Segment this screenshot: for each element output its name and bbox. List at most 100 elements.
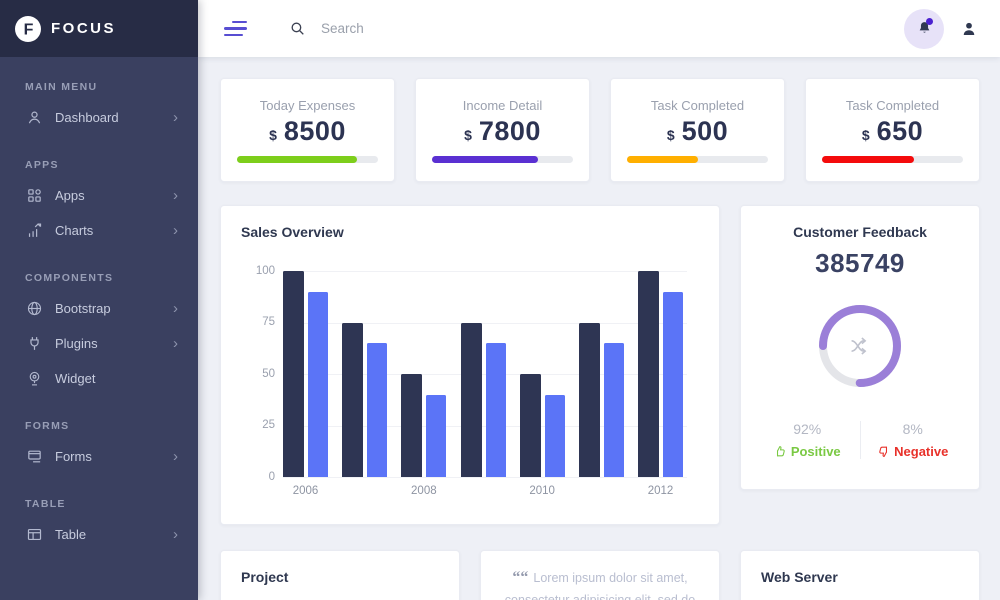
thumbs-down-icon bbox=[877, 445, 890, 458]
chart-gridline bbox=[283, 271, 687, 272]
bar-dark-2008[interactable] bbox=[401, 374, 423, 477]
bar-blue-2009[interactable] bbox=[485, 343, 506, 477]
bar-blue-2006[interactable] bbox=[308, 291, 328, 477]
bar-blue-2008[interactable] bbox=[426, 394, 447, 477]
stat-card-value: $500 bbox=[611, 116, 784, 147]
chevron-right-icon: › bbox=[173, 526, 178, 543]
positive-percent: 92% bbox=[793, 421, 822, 437]
project-card: Project bbox=[220, 550, 460, 600]
sidebar-item-apps[interactable]: Apps › bbox=[0, 178, 198, 213]
stat-card-2: Income Detail $7800 bbox=[415, 78, 590, 182]
y-axis-tick-label: 100 bbox=[255, 264, 275, 277]
sidebar-section-label: FORMS bbox=[25, 420, 70, 432]
search-icon[interactable] bbox=[289, 20, 306, 37]
bar-dark-2012[interactable] bbox=[638, 271, 659, 477]
bar-blue-2010[interactable] bbox=[544, 394, 565, 477]
currency-symbol: $ bbox=[666, 127, 675, 143]
bar-dark-2011[interactable] bbox=[578, 322, 600, 477]
chart-gridline bbox=[283, 425, 687, 427]
sidebar-item-dashboard[interactable]: Dashboard › bbox=[0, 100, 198, 135]
stat-progress-track bbox=[822, 156, 963, 163]
bar-dark-2006[interactable] bbox=[283, 271, 304, 477]
notifications-button[interactable] bbox=[904, 8, 944, 49]
x-axis-tick-label: 2010 bbox=[529, 485, 555, 497]
sidebar-section-label: COMPONENTS bbox=[25, 272, 114, 284]
hamburger-menu-icon[interactable] bbox=[224, 20, 247, 37]
quote-text: ““ Lorem ipsum dolor sit amet, consectetu… bbox=[498, 566, 702, 600]
sidebar-item-widget[interactable]: Widget bbox=[0, 361, 198, 396]
sidebar-item-label: Charts bbox=[55, 223, 94, 238]
chart-icon bbox=[25, 222, 43, 240]
y-axis-tick-label: 50 bbox=[262, 367, 275, 380]
sidebar-item-charts[interactable]: Charts › bbox=[0, 213, 198, 248]
x-axis-tick-label: 2006 bbox=[292, 485, 319, 497]
search-input[interactable] bbox=[321, 21, 641, 36]
grid-icon bbox=[25, 187, 43, 205]
webcam-icon bbox=[25, 370, 43, 388]
brand[interactable]: F FOCUS bbox=[0, 0, 198, 57]
positive-label: Positive bbox=[790, 444, 841, 459]
feedback-gauge bbox=[818, 304, 902, 388]
chevron-right-icon: › bbox=[173, 109, 178, 126]
svg-text:F: F bbox=[24, 21, 34, 38]
currency-symbol: $ bbox=[861, 127, 870, 143]
chart-gridline bbox=[283, 477, 687, 478]
feedback-stats: 92% Positive 8% bbox=[755, 421, 965, 459]
chart-gridline bbox=[283, 322, 687, 324]
feedback-total: 385749 bbox=[815, 248, 905, 278]
chart-gridline bbox=[283, 374, 687, 375]
main-area: Today Expenses $8500 Income Detail $7800 Tas… bbox=[198, 0, 1000, 600]
sales-bar-chart[interactable]: 0 25 50 75 100 2006 2008 2010 2012 bbox=[256, 265, 687, 497]
sidebar-item-label: Table bbox=[55, 527, 87, 542]
thumbs-up-icon bbox=[774, 445, 787, 458]
bar-blue-2007[interactable] bbox=[367, 343, 388, 477]
chevron-right-icon: › bbox=[173, 300, 178, 317]
bar-dark-2007[interactable] bbox=[342, 322, 364, 477]
quote-card: ““ Lorem ipsum dolor sit amet, consectetu… bbox=[480, 550, 720, 600]
bar-group-2009 bbox=[460, 271, 506, 477]
sidebar-item-table[interactable]: Table › bbox=[0, 517, 198, 552]
table-icon bbox=[25, 526, 43, 544]
chevron-right-icon: › bbox=[173, 187, 178, 204]
feedback-negative: 8% Negative bbox=[861, 421, 966, 459]
stat-card-4: Task Completed $650 bbox=[805, 78, 980, 182]
y-axis-tick-label: 75 bbox=[262, 316, 275, 328]
stat-card-title: Income Detail bbox=[462, 98, 543, 113]
currency-symbol: $ bbox=[464, 127, 472, 143]
bar-blue-2011[interactable] bbox=[603, 343, 624, 477]
sidebar-item-plugins[interactable]: Plugins › bbox=[0, 326, 198, 361]
user-profile-button[interactable] bbox=[960, 20, 978, 38]
customer-feedback-card: Customer Feedback 385749 bbox=[740, 205, 980, 490]
stat-progress-track bbox=[432, 156, 573, 163]
sidebar: F FOCUS MAIN MENU Dashboard › APPS Apps › Char… bbox=[0, 0, 198, 600]
bar-group-2010 bbox=[519, 271, 565, 477]
sidebar-item-bootstrap[interactable]: Bootstrap › bbox=[0, 291, 198, 326]
bar-blue-2012[interactable] bbox=[663, 291, 683, 477]
quote-mark-icon: ““ bbox=[512, 569, 529, 586]
bar-dark-2009[interactable] bbox=[460, 322, 482, 477]
x-axis-tick-label: 2008 bbox=[411, 485, 437, 497]
stat-card-1: Today Expenses $8500 bbox=[220, 78, 395, 182]
globe-icon bbox=[25, 300, 43, 318]
web-server-card: Web Server bbox=[740, 550, 980, 600]
stat-cards-row: Today Expenses $8500 Income Detail $7800 Tas… bbox=[220, 78, 980, 182]
stat-card-value: $650 bbox=[806, 116, 979, 147]
project-title: Project bbox=[241, 569, 289, 585]
stat-progress-track bbox=[627, 156, 768, 163]
chevron-right-icon: › bbox=[173, 448, 178, 465]
shuffle-icon bbox=[845, 331, 875, 361]
sidebar-item-label: Widget bbox=[55, 371, 96, 386]
sidebar-item-forms[interactable]: Forms › bbox=[0, 439, 198, 474]
x-axis-tick-label: 2012 bbox=[647, 485, 674, 497]
sidebar-item-label: Forms bbox=[55, 449, 92, 464]
search-box bbox=[289, 20, 904, 37]
stat-progress-fill bbox=[822, 156, 914, 163]
brand-logo-icon: F bbox=[15, 15, 41, 42]
user-icon bbox=[25, 109, 43, 127]
bar-group-2012 bbox=[638, 271, 683, 477]
web-server-title: Web Server bbox=[761, 569, 838, 585]
bar-dark-2010[interactable] bbox=[519, 374, 541, 477]
customer-feedback-title: Customer Feedback bbox=[793, 224, 927, 240]
chevron-right-icon: › bbox=[173, 222, 178, 239]
stat-card-value: $7800 bbox=[416, 116, 589, 147]
